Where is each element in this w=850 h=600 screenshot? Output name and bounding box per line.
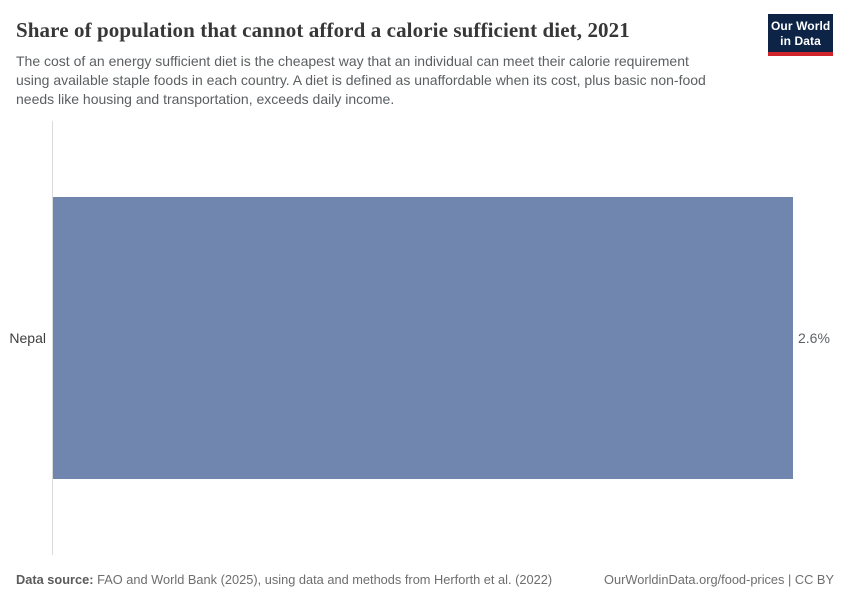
- owid-logo[interactable]: Our World in Data: [768, 14, 833, 56]
- chart-subtitle: The cost of an energy sufficient diet is…: [16, 53, 706, 107]
- owid-logo-text-line1: Our World: [771, 19, 831, 33]
- chart-plot-area: Nepal 2.6%: [0, 121, 850, 555]
- entity-label-nepal: Nepal: [9, 330, 46, 346]
- chart-header: Share of population that cannot afford a…: [0, 0, 850, 109]
- data-source-text: FAO and World Bank (2025), using data an…: [97, 572, 553, 587]
- bar-nepal[interactable]: [53, 197, 793, 479]
- chart-title: Share of population that cannot afford a…: [16, 18, 630, 42]
- data-source-note: Data source: FAO and World Bank (2025), …: [16, 572, 552, 588]
- owid-url-link[interactable]: OurWorldinData.org/food-prices | CC BY: [604, 572, 834, 587]
- owid-logo-text-line2: in Data: [780, 33, 821, 48]
- data-source-label: Data source:: [16, 572, 94, 587]
- chart-footer: Data source: FAO and World Bank (2025), …: [0, 555, 850, 588]
- bar-track: [53, 197, 793, 479]
- value-label-nepal: 2.6%: [798, 330, 830, 346]
- y-axis-line: [52, 121, 53, 555]
